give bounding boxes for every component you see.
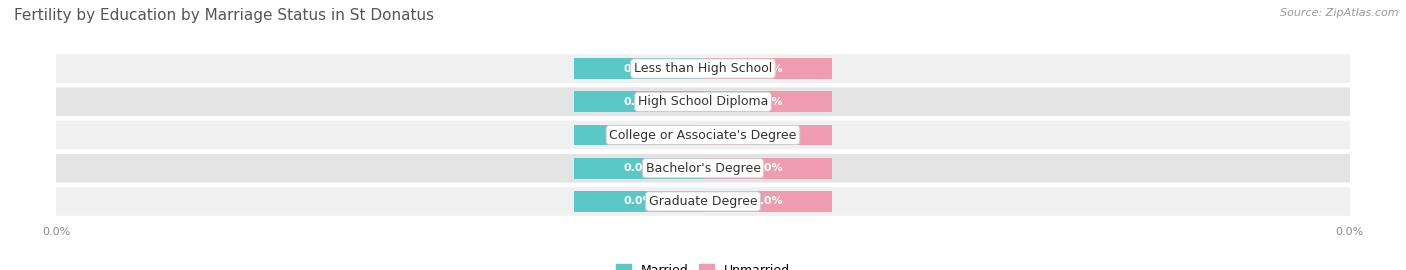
Text: Source: ZipAtlas.com: Source: ZipAtlas.com: [1281, 8, 1399, 18]
Text: Graduate Degree: Graduate Degree: [648, 195, 758, 208]
FancyBboxPatch shape: [13, 87, 1393, 116]
Text: 0.0%: 0.0%: [623, 63, 654, 73]
Text: 0.0%: 0.0%: [752, 63, 783, 73]
Text: 0.0%: 0.0%: [752, 97, 783, 107]
Text: High School Diploma: High School Diploma: [638, 95, 768, 108]
FancyBboxPatch shape: [13, 154, 1393, 183]
Text: 0.0%: 0.0%: [623, 163, 654, 173]
Text: Fertility by Education by Marriage Status in St Donatus: Fertility by Education by Marriage Statu…: [14, 8, 434, 23]
Bar: [703, 92, 832, 112]
Text: Bachelor's Degree: Bachelor's Degree: [645, 162, 761, 175]
Text: Less than High School: Less than High School: [634, 62, 772, 75]
FancyBboxPatch shape: [13, 187, 1393, 216]
Text: 0.0%: 0.0%: [623, 197, 654, 207]
Bar: [703, 158, 832, 178]
Bar: [574, 158, 703, 178]
Bar: [703, 58, 832, 79]
Text: 0.0%: 0.0%: [752, 130, 783, 140]
Bar: [574, 191, 703, 212]
FancyBboxPatch shape: [13, 121, 1393, 149]
Text: 0.0%: 0.0%: [623, 97, 654, 107]
Text: 0.0%: 0.0%: [623, 130, 654, 140]
Bar: [703, 125, 832, 145]
Bar: [574, 125, 703, 145]
Text: 0.0%: 0.0%: [752, 163, 783, 173]
Bar: [703, 191, 832, 212]
FancyBboxPatch shape: [13, 54, 1393, 83]
Text: College or Associate's Degree: College or Associate's Degree: [609, 129, 797, 141]
Text: 0.0%: 0.0%: [752, 197, 783, 207]
Bar: [574, 58, 703, 79]
Legend: Married, Unmarried: Married, Unmarried: [612, 260, 794, 270]
Bar: [574, 92, 703, 112]
